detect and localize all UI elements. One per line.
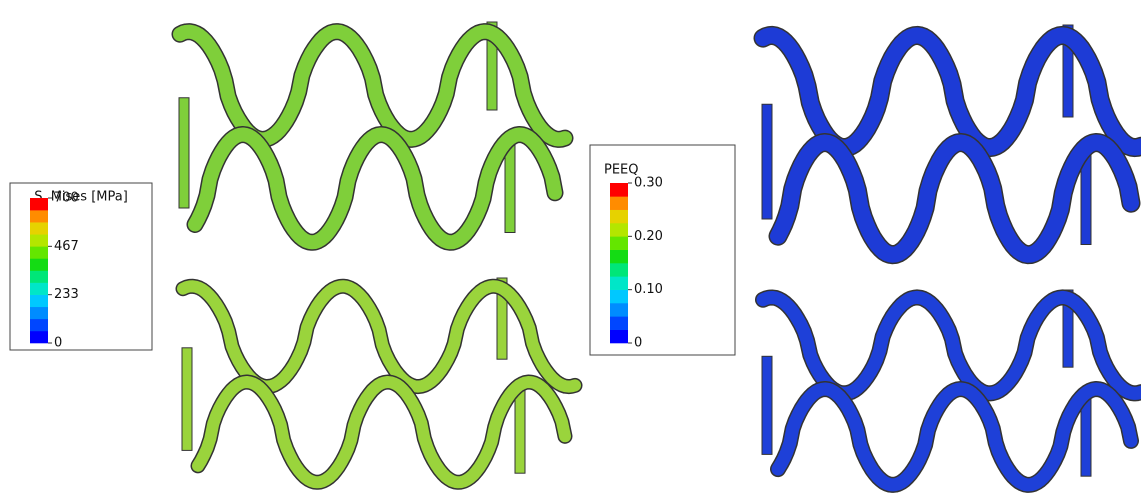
strut: [188, 127, 562, 250]
strut-post: [496, 277, 508, 360]
colorbar-segment: [610, 263, 628, 277]
colorbar-label: 0: [54, 336, 62, 351]
colorbar-segment: [610, 316, 628, 330]
strut: [771, 382, 1138, 492]
colorbar-label: 233: [54, 287, 79, 302]
colorbar-label: 0: [634, 336, 642, 351]
colorbar-label: 467: [54, 239, 79, 254]
colorbar-segment: [30, 270, 48, 283]
strut: [770, 134, 1139, 263]
strut: [192, 376, 571, 489]
colorbar-segment: [30, 330, 48, 344]
colorbar-label: 0.20: [634, 229, 663, 244]
colorbar-segment: [610, 329, 628, 344]
colorbar-label: 0.30: [634, 176, 663, 191]
strut-post: [1062, 289, 1074, 368]
strut-post: [178, 97, 190, 209]
colorbar-segment: [30, 234, 48, 247]
strut: [755, 27, 1141, 156]
legend-title: PEEQ: [604, 163, 639, 178]
colorbar-label: 0.10: [634, 282, 663, 297]
colorbar-segment: [610, 209, 628, 224]
colorbar-segment: [610, 303, 628, 317]
strut-post: [1062, 24, 1074, 118]
colorbar-segment: [610, 276, 628, 290]
strut-post: [486, 21, 498, 111]
colorbar-segment: [30, 246, 48, 259]
colorbar-label: 700: [54, 191, 79, 206]
colorbar-segment: [30, 294, 48, 308]
colorbar-segment: [30, 222, 48, 235]
colorbar-segment: [610, 223, 628, 237]
legend-title: S. Mises [MPa]: [34, 190, 128, 205]
colorbar-segment: [610, 236, 628, 250]
stent-renders: [171, 21, 1141, 493]
colorbar-segment: [30, 198, 48, 211]
colorbar-segment: [610, 249, 628, 264]
colorbar-segment: [30, 306, 48, 320]
strut-post: [761, 355, 773, 455]
strut: [177, 280, 581, 393]
strut: [173, 24, 572, 147]
strut-post: [761, 103, 773, 220]
colorbar-segment: [610, 196, 628, 210]
colorbar-segment: [610, 289, 628, 304]
colorbar-segment: [30, 282, 48, 295]
colorbar-segment: [30, 210, 48, 223]
colorbar-segment: [30, 258, 48, 271]
strut-post: [181, 347, 193, 451]
colorbar-segment: [30, 318, 48, 332]
strut: [756, 290, 1141, 400]
colorbar-segment: [610, 183, 628, 197]
